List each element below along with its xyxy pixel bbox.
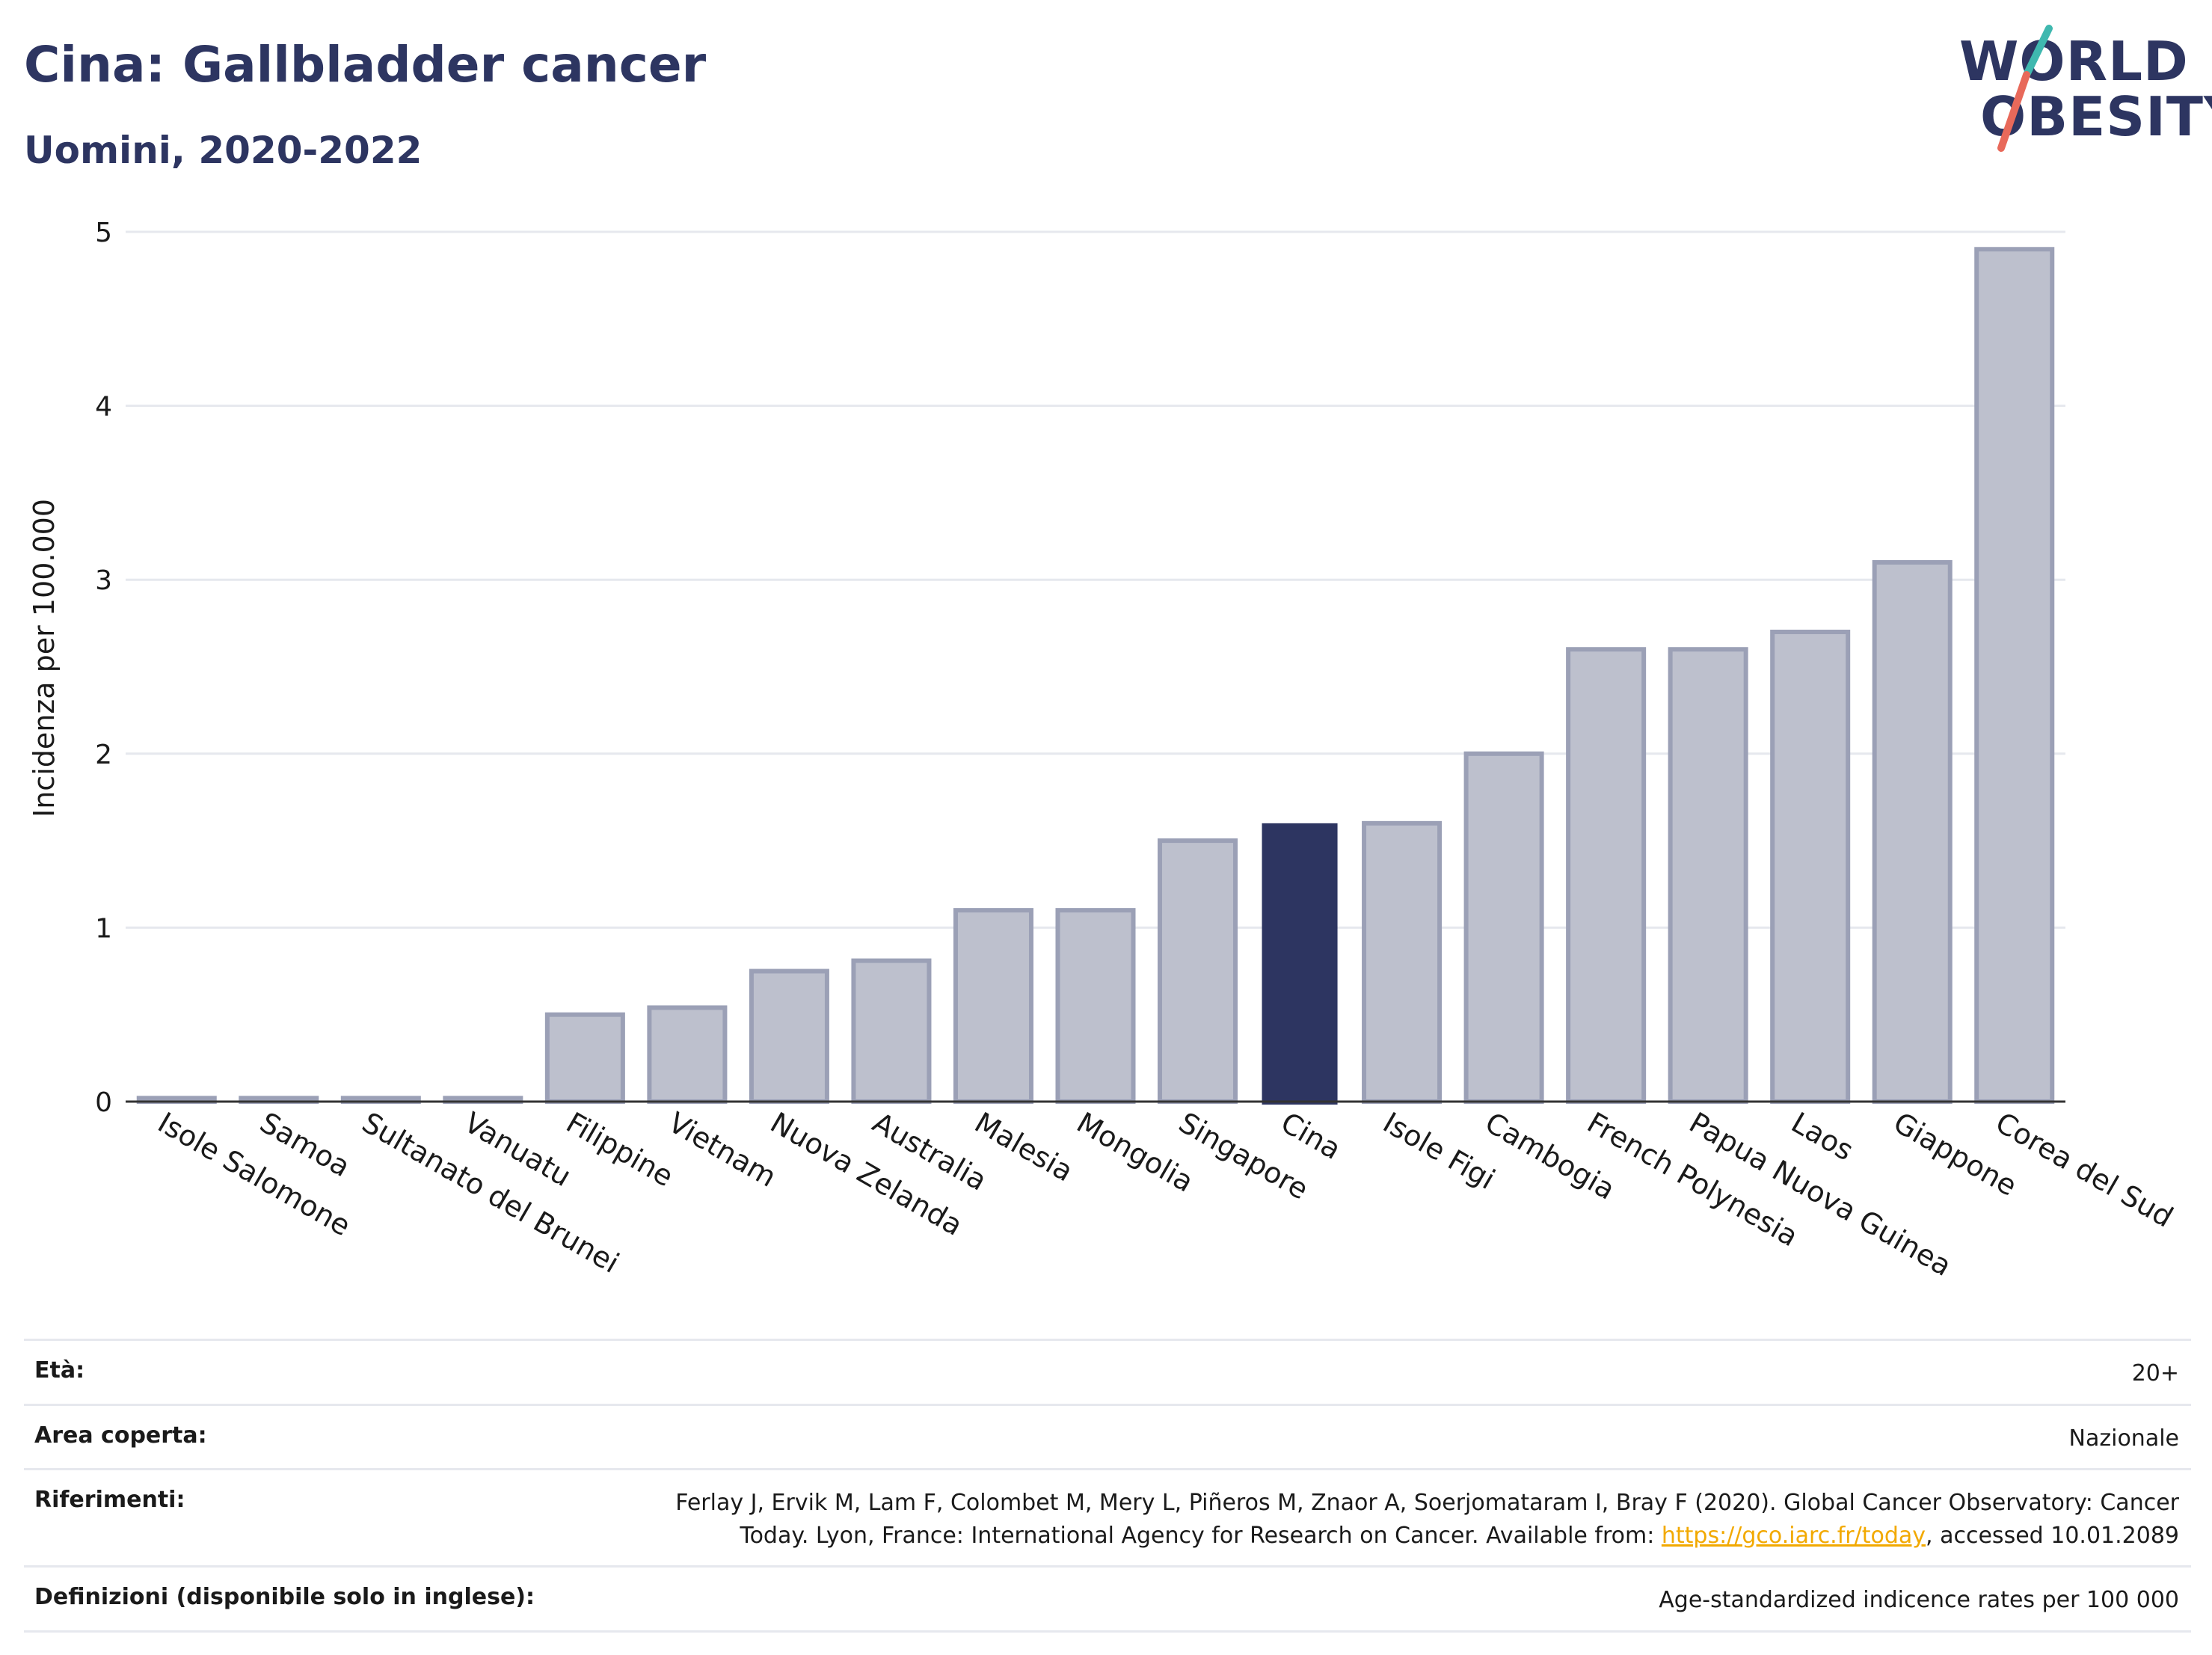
chart-title: Cina: Gallbladder cancer (24, 36, 707, 93)
definitions-value: Age-standardized indicence rates per 100… (1659, 1587, 2179, 1613)
bar-nuova-zelanda (749, 968, 829, 1105)
y-tick-label: 1 (95, 913, 112, 944)
definitions-label: Definizioni (disponibile solo in inglese… (34, 1584, 535, 1610)
bar-vietnam (647, 1005, 728, 1104)
bars (136, 247, 2055, 1105)
footer-row-definitions: Definizioni (disponibile solo in inglese… (24, 1565, 2191, 1633)
y-tick-label: 0 (95, 1087, 112, 1118)
x-tick-label: Isole Figi (1377, 1106, 1501, 1196)
bar-mongolia (1055, 908, 1136, 1105)
references-label: Riferimenti: (34, 1487, 185, 1513)
x-tick-label: Corea del Sud (1990, 1106, 2178, 1234)
bar-cambogia (1463, 751, 1544, 1104)
bar-singapore (1158, 838, 1238, 1104)
references-value: Ferlay J, Ervik M, Lam F, Colombet M, Me… (675, 1487, 2179, 1552)
bar-laos (1770, 629, 1851, 1104)
bar-isole-figi (1362, 820, 1443, 1104)
area-value: Nazionale (2068, 1425, 2179, 1452)
chart-footer: Età: 20+ Area coperta: Nazionale Riferim… (24, 1339, 2191, 1633)
bar-french-polynesia (1566, 647, 1647, 1104)
world-obesity-logo: WORLD OBESITY (1937, 21, 2212, 163)
y-axis-label: Incidenza per 100.000 (28, 499, 61, 817)
age-value: 20+ (2131, 1360, 2179, 1387)
x-tick-label: Mongolia (1072, 1106, 1199, 1199)
bar-giappone (1872, 559, 1953, 1104)
x-tick-label: Vietnam (663, 1106, 781, 1194)
logo-slash-icon (1997, 25, 2053, 152)
references-line2: Today. Lyon, France: International Agenc… (740, 1522, 1662, 1549)
logo-line1: WORLD (1959, 30, 2189, 93)
bar-corea-del-sud (1974, 247, 2055, 1104)
footer-row-age: Età: 20+ (24, 1339, 2191, 1404)
bar-cina (1262, 823, 1338, 1105)
references-link[interactable]: https://gco.iarc.fr/today (1661, 1522, 1926, 1549)
x-tick-label: Laos (1786, 1106, 1859, 1167)
bar-malesia (953, 908, 1033, 1105)
y-tick-label: 5 (95, 218, 112, 248)
footer-row-area: Area coperta: Nazionale (24, 1403, 2191, 1469)
bar-papua-nuova-guinea (1668, 647, 1748, 1104)
bar-filippine (544, 1012, 625, 1104)
bar-australia (851, 958, 932, 1104)
x-tick-label: Filippine (561, 1106, 679, 1194)
age-label: Età: (34, 1357, 85, 1384)
y-tick-label: 2 (95, 740, 112, 770)
references-line1: Ferlay J, Ervik M, Lam F, Colombet M, Me… (675, 1490, 2179, 1516)
x-tick-label: Cina (1276, 1106, 1347, 1166)
references-accessed: , accessed 10.01.2089 (1926, 1522, 2179, 1549)
chart-subtitle: Uomini, 2020-2022 (24, 129, 423, 172)
area-label: Area coperta: (34, 1422, 207, 1449)
footer-row-references: Riferimenti: Ferlay J, Ervik M, Lam F, C… (24, 1468, 2191, 1565)
y-tick-label: 3 (95, 565, 112, 596)
y-tick-label: 4 (95, 392, 112, 423)
